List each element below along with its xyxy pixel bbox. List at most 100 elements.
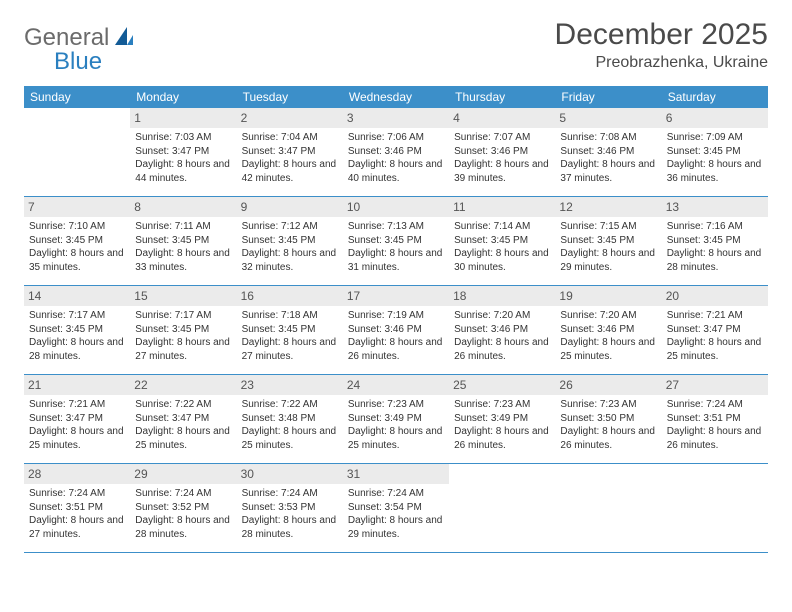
daylight-line: Daylight: 8 hours and 30 minutes. [454,247,550,274]
day-number: 22 [130,375,236,395]
day-cell: 27Sunrise: 7:24 AMSunset: 3:51 PMDayligh… [662,375,768,463]
day-number: 15 [130,286,236,306]
day-number: 28 [24,464,130,484]
day-number: 20 [662,286,768,306]
sunset-line: Sunset: 3:45 PM [454,234,550,248]
daylight-line: Daylight: 8 hours and 28 minutes. [29,336,125,363]
day-cell: 12Sunrise: 7:15 AMSunset: 3:45 PMDayligh… [555,197,661,285]
sunset-line: Sunset: 3:45 PM [135,323,231,337]
day-number: 13 [662,197,768,217]
day-number: 8 [130,197,236,217]
weekday-header-row: SundayMondayTuesdayWednesdayThursdayFrid… [24,86,768,108]
day-cell: 9 Sunrise: 7:12 AMSunset: 3:45 PMDaylight… [237,197,343,285]
sunrise-line: Sunrise: 7:10 AM [29,220,125,234]
daylight-line: Daylight: 8 hours and 26 minutes. [454,336,550,363]
sunrise-line: Sunrise: 7:23 AM [560,398,656,412]
sunset-line: Sunset: 3:45 PM [242,323,338,337]
logo-text-blue: Blue [54,48,102,75]
day-number: 11 [449,197,555,217]
logo-sail-icon [113,25,135,52]
sunrise-line: Sunrise: 7:19 AM [348,309,444,323]
day-number: 14 [24,286,130,306]
sunrise-line: Sunrise: 7:22 AM [135,398,231,412]
sunset-line: Sunset: 3:47 PM [667,323,763,337]
week-row: 7Sunrise: 7:10 AMSunset: 3:45 PMDaylight… [24,197,768,286]
sunrise-line: Sunrise: 7:07 AM [454,131,550,145]
day-cell: 16Sunrise: 7:18 AMSunset: 3:45 PMDayligh… [237,286,343,374]
day-cell [662,464,768,552]
sunrise-line: Sunrise: 7:17 AM [135,309,231,323]
sunrise-line: Sunrise: 7:12 AM [242,220,338,234]
weekday-header: Thursday [449,86,555,108]
calendar: SundayMondayTuesdayWednesdayThursdayFrid… [24,86,768,553]
day-cell: 8 Sunrise: 7:11 AMSunset: 3:45 PMDaylight… [130,197,236,285]
day-number: 1 [130,108,236,128]
day-cell: 29 Sunrise: 7:24 AMSunset: 3:52 PMDayligh… [130,464,236,552]
sunrise-line: Sunrise: 7:11 AM [135,220,231,234]
sunset-line: Sunset: 3:45 PM [348,234,444,248]
day-number: 29 [130,464,236,484]
day-number: 25 [449,375,555,395]
sunset-line: Sunset: 3:52 PM [135,501,231,515]
daylight-line: Daylight: 8 hours and 25 minutes. [667,336,763,363]
sunset-line: Sunset: 3:45 PM [667,145,763,159]
daylight-line: Daylight: 8 hours and 33 minutes. [135,247,231,274]
sunrise-line: Sunrise: 7:14 AM [454,220,550,234]
day-number: 30 [237,464,343,484]
logo-text-blue-wrap: Blue [54,48,102,76]
sunset-line: Sunset: 3:45 PM [560,234,656,248]
sunrise-line: Sunrise: 7:13 AM [348,220,444,234]
sunrise-line: Sunrise: 7:24 AM [135,487,231,501]
week-row: 21 Sunrise: 7:21 AM Sunset: 3:47 PM Dayligh… [24,375,768,464]
sunrise-line: Sunrise: 7:06 AM [348,131,444,145]
daylight-line: Daylight: 8 hours and 42 minutes. [242,158,338,185]
sunset-line: Sunset: 3:46 PM [454,145,550,159]
sunrise-line: Sunrise: 7:21 AM [29,398,125,412]
sunset-line: Sunset: 3:53 PM [242,501,338,515]
weekday-header: Saturday [662,86,768,108]
day-cell: 14Sunrise: 7:17 AMSunset: 3:45 PMDayligh… [24,286,130,374]
weekday-header: Sunday [24,86,130,108]
daylight-line: Daylight: 8 hours and 26 minutes. [560,425,656,452]
day-number: 3 [343,108,449,128]
sunset-line: Sunset: 3:48 PM [242,412,338,426]
daylight-line: Daylight: 8 hours and 29 minutes. [348,514,444,541]
sunset-line: Sunset: 3:45 PM [29,323,125,337]
day-cell: 22Sunrise: 7:22 AMSunset: 3:47 PMDayligh… [130,375,236,463]
sunset-line: Sunset: 3:51 PM [29,501,125,515]
day-number: 2 [237,108,343,128]
day-cell: 1Sunrise: 7:03 AMSunset: 3:47 PMDaylight… [130,108,236,196]
daylight-line: Daylight: 8 hours and 25 minutes. [242,425,338,452]
sunset-line: Sunset: 3:47 PM [135,412,231,426]
daylight-line: Daylight: 8 hours and 26 minutes. [348,336,444,363]
daylight-line: Daylight: 8 hours and 28 minutes. [135,514,231,541]
day-cell [449,464,555,552]
weekday-header: Wednesday [343,86,449,108]
day-number: 31 [343,464,449,484]
day-number: 9 [237,197,343,217]
day-number: 4 [449,108,555,128]
day-cell: 24Sunrise: 7:23 AMSunset: 3:49 PMDayligh… [343,375,449,463]
location: Preobrazhenka, Ukraine [555,54,768,72]
daylight-line: Daylight: 8 hours and 31 minutes. [348,247,444,274]
sunrise-line: Sunrise: 7:24 AM [667,398,763,412]
day-number: 26 [555,375,661,395]
day-number: 24 [343,375,449,395]
daylight-line: Daylight: 8 hours and 32 minutes. [242,247,338,274]
sunrise-line: Sunrise: 7:24 AM [242,487,338,501]
week-row: 28 Sunrise: 7:24 AM Sunset: 3:51 PM Dayligh… [24,464,768,553]
day-cell: 6Sunrise: 7:09 AMSunset: 3:45 PMDaylight… [662,108,768,196]
weekday-header: Tuesday [237,86,343,108]
day-cell: 23Sunrise: 7:22 AMSunset: 3:48 PMDayligh… [237,375,343,463]
day-number: 18 [449,286,555,306]
sunset-line: Sunset: 3:47 PM [242,145,338,159]
sunrise-line: Sunrise: 7:20 AM [560,309,656,323]
daylight-line: Daylight: 8 hours and 28 minutes. [667,247,763,274]
sunset-line: Sunset: 3:45 PM [242,234,338,248]
sunset-line: Sunset: 3:46 PM [560,323,656,337]
sunset-line: Sunset: 3:45 PM [667,234,763,248]
day-number: 21 [24,375,130,395]
sunset-line: Sunset: 3:46 PM [454,323,550,337]
sunrise-line: Sunrise: 7:22 AM [242,398,338,412]
sunset-line: Sunset: 3:45 PM [135,234,231,248]
